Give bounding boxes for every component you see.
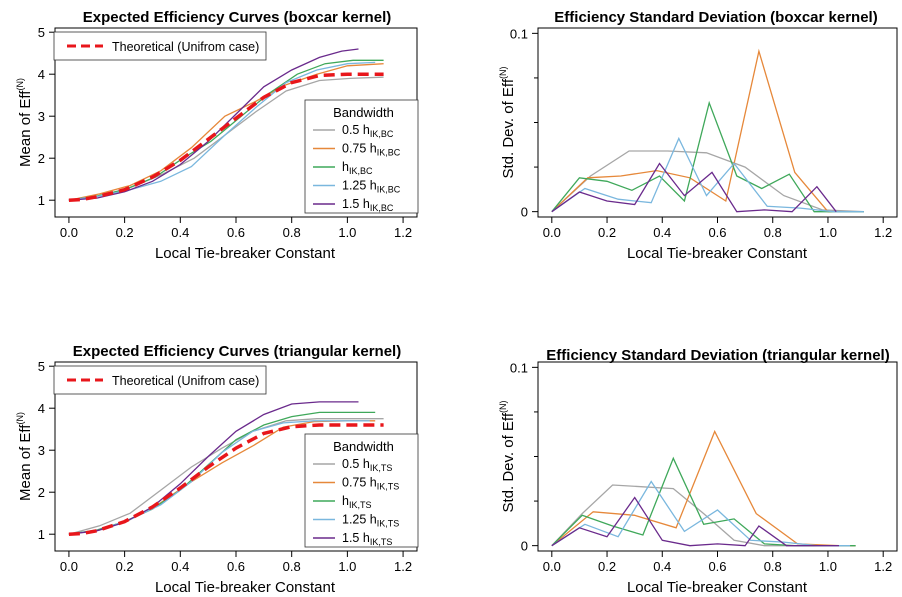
y-tick-label: 5 xyxy=(38,359,45,374)
x-tick-label: 0.4 xyxy=(171,225,189,240)
x-tick-label: 1.2 xyxy=(394,559,412,574)
y-tick-label: 0 xyxy=(521,205,528,220)
x-tick-label: 0.6 xyxy=(227,559,245,574)
legend-theoretical: Theoretical (Unifrom case) xyxy=(53,365,267,395)
legend-box xyxy=(53,31,267,61)
x-tick-label: 0.4 xyxy=(171,559,189,574)
x-tick-label: 1.0 xyxy=(338,225,356,240)
legend-label-4: 1.25 hIK,BC xyxy=(342,179,401,195)
y-tick-label: 0.1 xyxy=(510,360,528,375)
panel-4: Efficiency Standard Deviation (triangula… xyxy=(498,347,898,596)
plot-frame xyxy=(537,361,898,552)
panel-2: Efficiency Standard Deviation (boxcar ke… xyxy=(498,9,898,262)
series-group xyxy=(551,429,856,547)
y-tick-label: 2 xyxy=(38,151,45,166)
legend-label-5: 1.5 hIK,TS xyxy=(342,531,392,547)
legend-theoretical: Theoretical (Unifrom case) xyxy=(53,31,267,61)
legend-title: Bandwidth xyxy=(333,439,394,454)
x-tick-label: 0.8 xyxy=(764,559,782,574)
panel-1: Expected Efficiency Curves (boxcar kerne… xyxy=(15,9,419,262)
x-tick-label: 0.6 xyxy=(227,225,245,240)
series-line-5 xyxy=(551,496,839,547)
y-tick-label: 4 xyxy=(38,67,45,82)
x-tick-label: 1.0 xyxy=(819,559,837,574)
chart-title: Efficiency Standard Deviation (boxcar ke… xyxy=(554,9,877,26)
y-axis-label: Std. Dev. of Eff(N) xyxy=(498,401,517,513)
x-tick-label: 0.0 xyxy=(543,225,561,240)
legend-label-1: 0.5 hIK,TS xyxy=(342,457,392,473)
chart-title: Efficiency Standard Deviation (triangula… xyxy=(546,347,889,364)
legend-label-4: 1.25 hIK,TS xyxy=(342,513,399,529)
x-tick-label: 0.4 xyxy=(653,225,671,240)
legend-box xyxy=(304,433,419,548)
x-axis-label: Local Tie-breaker Constant xyxy=(627,579,808,596)
series-line-5 xyxy=(68,401,359,535)
y-axis-label: Mean of Eff(N) xyxy=(15,78,34,167)
x-axis-label: Local Tie-breaker Constant xyxy=(155,245,336,262)
x-tick-label: 0.0 xyxy=(60,225,78,240)
y-tick-label: 4 xyxy=(38,401,45,416)
x-axis-label: Local Tie-breaker Constant xyxy=(155,579,336,596)
series-line-3 xyxy=(551,456,856,547)
x-tick-label: 0.2 xyxy=(116,225,134,240)
x-tick-label: 1.2 xyxy=(394,225,412,240)
x-tick-label: 1.2 xyxy=(874,559,892,574)
panel-3: Expected Efficiency Curves (triangular k… xyxy=(15,343,419,596)
x-tick-label: 0.2 xyxy=(116,559,134,574)
chart-title: Expected Efficiency Curves (triangular k… xyxy=(73,343,401,360)
legend-box xyxy=(304,99,419,214)
series-line-5 xyxy=(551,162,837,213)
legend-label-1: 0.5 hIK,BC xyxy=(342,123,394,139)
y-tick-label: 1 xyxy=(38,193,45,208)
legend-title: Bandwidth xyxy=(333,105,394,120)
series-line-4 xyxy=(551,136,864,213)
y-tick-label: 5 xyxy=(38,25,45,40)
series-group xyxy=(551,48,864,213)
x-tick-label: 1.2 xyxy=(874,225,892,240)
x-tick-label: 0.0 xyxy=(60,559,78,574)
series-line-1 xyxy=(68,418,384,535)
legend-label-2: 0.75 hIK,BC xyxy=(342,142,401,158)
legend-theoretical-label: Theoretical (Unifrom case) xyxy=(112,374,259,388)
y-tick-label: 1 xyxy=(38,527,45,542)
legend-label-3: hIK,BC xyxy=(342,160,373,176)
y-axis-label: Mean of Eff(N) xyxy=(15,412,34,501)
y-tick-label: 3 xyxy=(38,443,45,458)
legend-label-3: hIK,TS xyxy=(342,494,371,510)
y-tick-label: 2 xyxy=(38,485,45,500)
x-tick-label: 0.8 xyxy=(283,559,301,574)
theoretical-line xyxy=(68,72,384,202)
x-tick-label: 0.0 xyxy=(543,559,561,574)
x-tick-label: 0.8 xyxy=(283,225,301,240)
theoretical-line xyxy=(68,423,384,536)
legend-label-2: 0.75 hIK,TS xyxy=(342,476,399,492)
series-line-4 xyxy=(551,480,851,547)
chart-title: Expected Efficiency Curves (boxcar kerne… xyxy=(83,9,391,26)
y-tick-label: 0.1 xyxy=(510,26,528,41)
x-tick-label: 0.6 xyxy=(708,225,726,240)
plot-frame xyxy=(537,27,898,218)
x-tick-label: 0.8 xyxy=(764,225,782,240)
series-line-2 xyxy=(68,63,384,201)
y-axis-label: Std. Dev. of Eff(N) xyxy=(498,67,517,179)
legend-label-5: 1.5 hIK,BC xyxy=(342,197,394,213)
x-tick-label: 0.6 xyxy=(708,559,726,574)
series-group xyxy=(68,401,384,536)
series-group xyxy=(68,48,384,202)
x-tick-label: 0.2 xyxy=(598,225,616,240)
series-line-3 xyxy=(551,100,864,213)
x-tick-label: 0.4 xyxy=(653,559,671,574)
x-tick-label: 1.0 xyxy=(819,225,837,240)
x-tick-label: 0.2 xyxy=(598,559,616,574)
x-tick-label: 1.0 xyxy=(338,559,356,574)
y-tick-label: 0 xyxy=(521,539,528,554)
series-line-1 xyxy=(551,150,864,213)
legend-bandwidth: Bandwidth 0.5 hIK,TS 0.75 hIK,TS hIK,TS 1.25… xyxy=(304,433,419,548)
y-tick-label: 3 xyxy=(38,109,45,124)
x-axis-label: Local Tie-breaker Constant xyxy=(627,245,808,262)
series-line-1 xyxy=(551,484,856,547)
legend-bandwidth: Bandwidth 0.5 hIK,BC 0.75 hIK,BC hIK,BC 1.25… xyxy=(304,99,419,214)
legend-theoretical-label: Theoretical (Unifrom case) xyxy=(112,40,259,54)
